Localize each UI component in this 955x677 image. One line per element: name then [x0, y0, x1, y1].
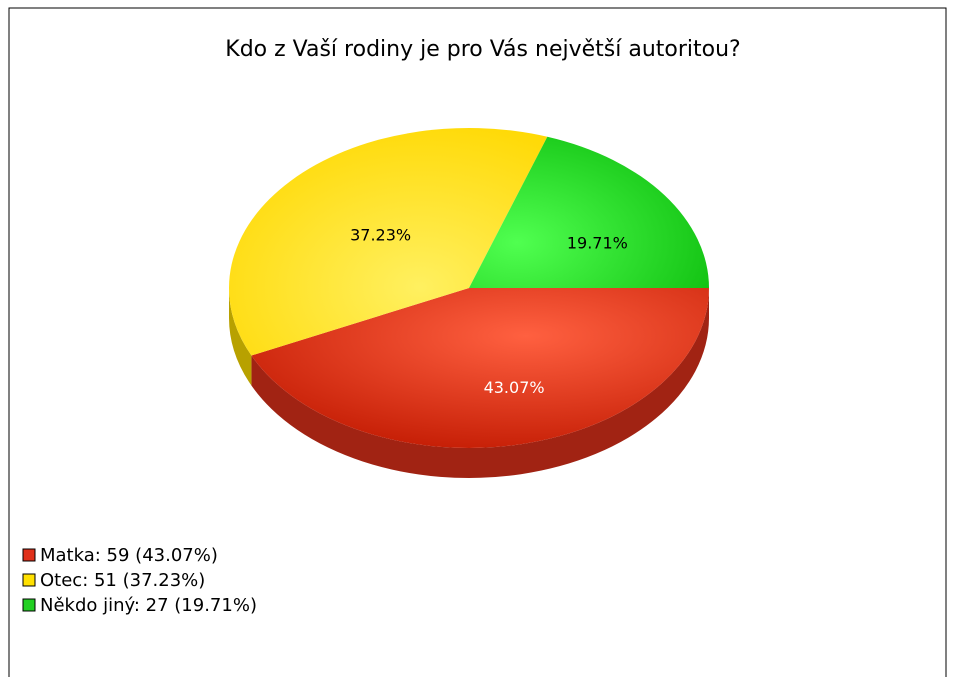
- slice: [469, 136, 709, 288]
- legend-swatch: [22, 548, 36, 562]
- value-label: 37.23%: [350, 225, 411, 244]
- legend-swatch: [22, 573, 36, 587]
- legend-swatch: [22, 598, 36, 612]
- value-label: 43.07%: [484, 378, 545, 397]
- slice: [251, 288, 709, 449]
- slice-side: [229, 288, 252, 386]
- legend-label: Někdo jiný: 27 (19.71%): [40, 595, 257, 616]
- value-label: 19.71%: [567, 234, 628, 253]
- chart-title: Kdo z Vaší rodiny je pro Vás největší au…: [225, 37, 740, 62]
- slice: [229, 127, 548, 356]
- legend-label: Otec: 51 (37.23%): [40, 570, 205, 591]
- legend-label: Matka: 59 (43.07%): [40, 545, 218, 566]
- slice-side: [251, 288, 709, 479]
